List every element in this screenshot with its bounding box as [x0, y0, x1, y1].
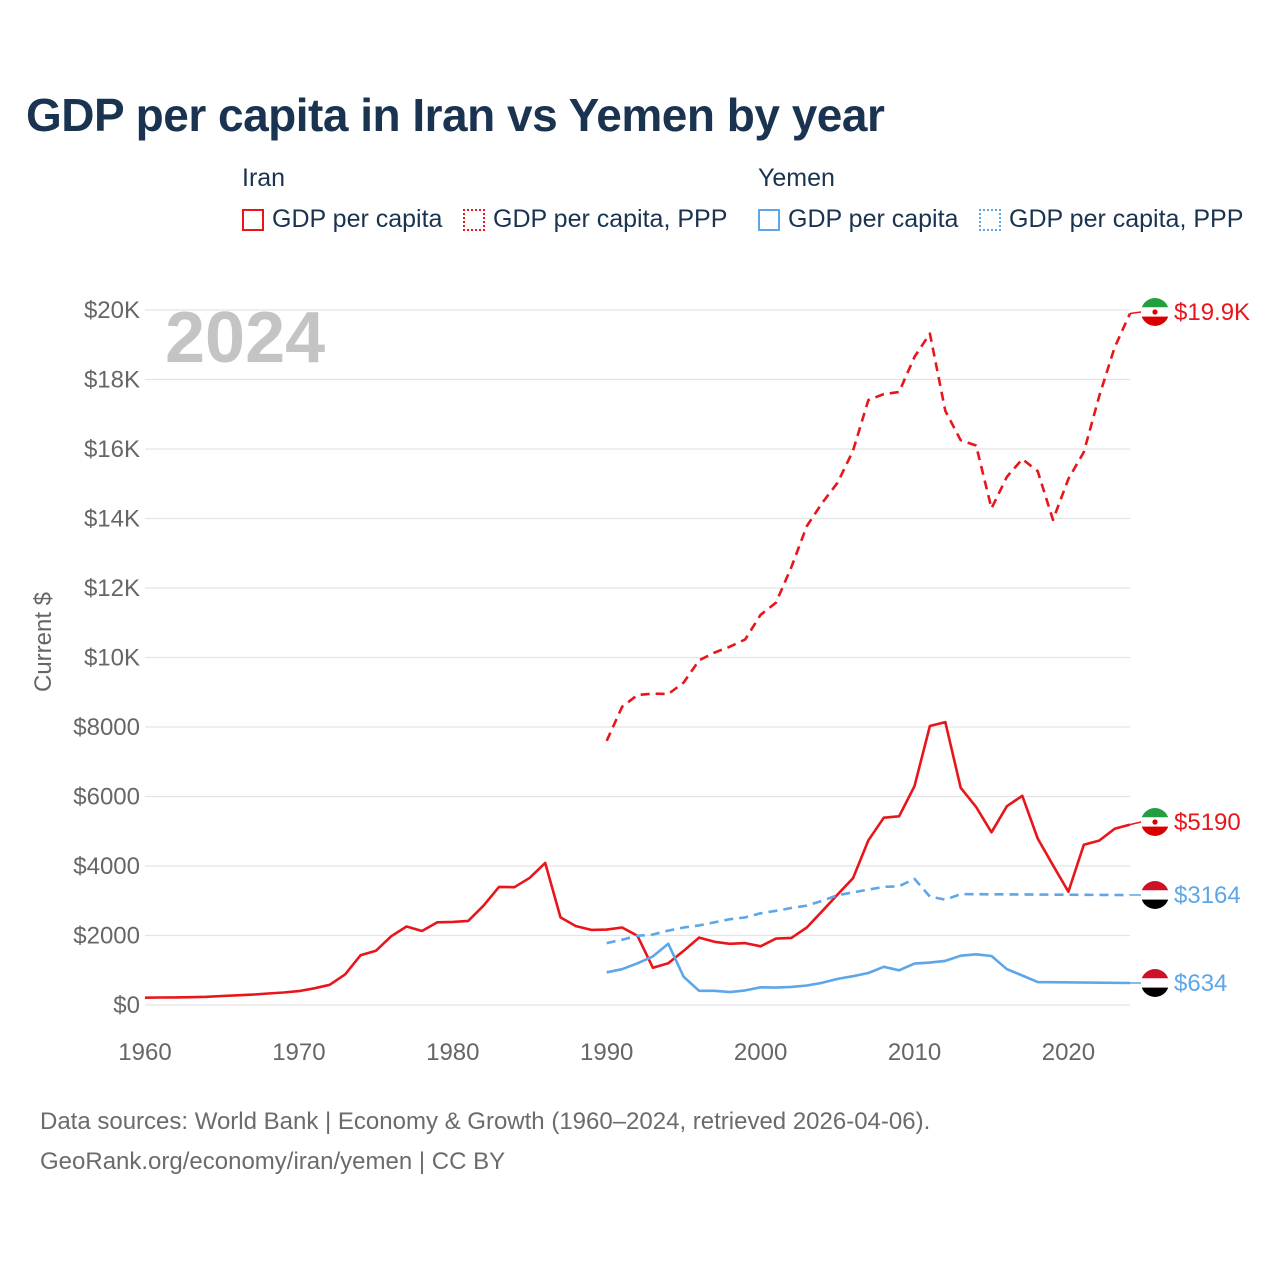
iran-flag-icon	[1141, 808, 1169, 836]
year-watermark: 2024	[165, 298, 325, 378]
data-sources: Data sources: World Bank | Economy & Gro…	[40, 1108, 931, 1135]
series-line-yemen-gdp[interactable]	[606, 942, 1131, 994]
y-tick-label: $0	[113, 992, 140, 1019]
x-tick-label: 2000	[734, 1039, 787, 1066]
grid-lines	[145, 309, 1130, 1006]
end-value-label: $634	[1174, 970, 1227, 997]
end-value-label: $3164	[1174, 882, 1241, 909]
end-labels: $5190 $19.9K $634 $3164	[1174, 299, 1250, 997]
y-axis-label: Current $	[30, 592, 57, 692]
yemen-flag-icon	[1141, 969, 1169, 997]
legend-swatch-dotted-blue	[979, 208, 1001, 231]
yemen-flag-icon	[1141, 881, 1169, 909]
y-axis: $0 $2000 $4000 $6000 $8000 $10K $12K $14K $16K $1…	[73, 297, 140, 1019]
y-tick-label: $14K	[84, 506, 140, 533]
y-tick-label: $4000	[73, 853, 140, 880]
y-tick-label: $12K	[84, 575, 140, 602]
source-url[interactable]: GeoRank.org/economy/iran/yemen | CC BY	[40, 1148, 506, 1175]
y-tick-label: $16K	[84, 436, 140, 463]
x-tick-label: 1980	[426, 1039, 479, 1066]
series-line-yemen-ppp[interactable]	[606, 877, 1131, 945]
x-tick-label: 2020	[1042, 1039, 1095, 1066]
x-tick-label: 1960	[118, 1039, 171, 1066]
legend-yemen-gdp-ppp[interactable]: GDP per capita, PPP	[979, 205, 1243, 234]
x-tick-label: 2010	[888, 1039, 941, 1066]
legend-group-yemen: Yemen	[758, 164, 835, 192]
x-axis: 1960 1970 1980 1990 2000 2010 2020	[118, 1039, 1095, 1066]
legend-iran-gdp-ppp[interactable]: GDP per capita, PPP	[463, 205, 727, 234]
legend-yemen-gdp[interactable]: GDP per capita	[758, 205, 958, 234]
x-tick-label: 1970	[272, 1039, 325, 1066]
series-line-iran-ppp[interactable]	[605, 312, 1132, 742]
end-connector	[1129, 311, 1142, 315]
end-value-label: $5190	[1174, 809, 1241, 836]
legend-label: GDP per capita, PPP	[1009, 205, 1244, 233]
y-tick-label: $10K	[84, 645, 140, 672]
legend-label: GDP per capita	[788, 205, 959, 233]
y-tick-label: $20K	[84, 297, 140, 324]
series-layer	[144, 311, 1142, 999]
legend-swatch-solid-blue	[758, 208, 780, 231]
line-chart: $0 $2000 $4000 $6000 $8000 $10K $12K $14K $16K $1…	[30, 297, 1250, 1066]
legend-label: GDP per capita	[272, 205, 443, 233]
y-tick-label: $18K	[84, 367, 140, 394]
legend-group-iran: Iran	[242, 164, 286, 192]
y-tick-label: $2000	[73, 923, 140, 950]
series-line-iran-gdp[interactable]	[144, 720, 1131, 999]
legend-label: GDP per capita, PPP	[493, 205, 728, 233]
end-connector	[1129, 821, 1142, 826]
iran-flag-icon	[1141, 298, 1169, 326]
legend-swatch-dotted-red	[463, 208, 485, 231]
end-value-label: $19.9K	[1174, 299, 1250, 326]
y-tick-label: $6000	[73, 784, 140, 811]
x-tick-label: 1990	[580, 1039, 633, 1066]
legend-swatch-solid-red	[242, 208, 264, 231]
y-tick-label: $8000	[73, 714, 140, 741]
legend-iran-gdp[interactable]: GDP per capita	[242, 205, 442, 234]
chart-title: GDP per capita in Iran vs Yemen by year	[26, 89, 885, 141]
